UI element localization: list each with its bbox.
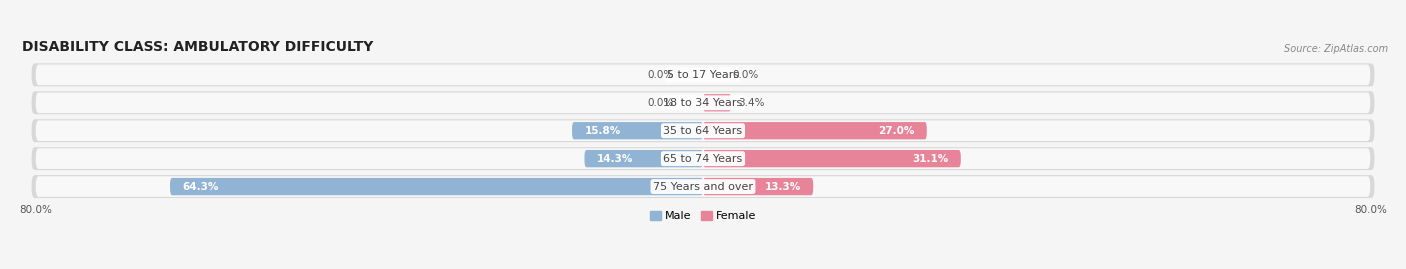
Text: 0.0%: 0.0% <box>648 98 673 108</box>
Text: 35 to 64 Years: 35 to 64 Years <box>664 126 742 136</box>
Text: 15.8%: 15.8% <box>585 126 620 136</box>
FancyBboxPatch shape <box>31 63 1375 86</box>
Text: 18 to 34 Years: 18 to 34 Years <box>664 98 742 108</box>
FancyBboxPatch shape <box>585 150 703 167</box>
FancyBboxPatch shape <box>572 122 703 139</box>
Text: 0.0%: 0.0% <box>733 70 758 80</box>
FancyBboxPatch shape <box>703 150 960 167</box>
FancyBboxPatch shape <box>35 176 1371 197</box>
Text: 65 to 74 Years: 65 to 74 Years <box>664 154 742 164</box>
FancyBboxPatch shape <box>31 91 1375 114</box>
FancyBboxPatch shape <box>170 178 703 195</box>
Text: 75 Years and over: 75 Years and over <box>652 182 754 192</box>
Text: 3.4%: 3.4% <box>738 98 765 108</box>
FancyBboxPatch shape <box>35 65 1371 85</box>
FancyBboxPatch shape <box>35 93 1371 113</box>
Text: 0.0%: 0.0% <box>648 70 673 80</box>
Text: 80.0%: 80.0% <box>20 205 52 215</box>
Text: 31.1%: 31.1% <box>912 154 949 164</box>
Text: DISABILITY CLASS: AMBULATORY DIFFICULTY: DISABILITY CLASS: AMBULATORY DIFFICULTY <box>22 40 373 54</box>
FancyBboxPatch shape <box>31 175 1375 198</box>
Text: 13.3%: 13.3% <box>765 182 801 192</box>
Text: 80.0%: 80.0% <box>1354 205 1386 215</box>
Text: 64.3%: 64.3% <box>183 182 219 192</box>
FancyBboxPatch shape <box>31 119 1375 142</box>
Text: 27.0%: 27.0% <box>877 126 914 136</box>
FancyBboxPatch shape <box>31 147 1375 170</box>
FancyBboxPatch shape <box>703 178 813 195</box>
Legend: Male, Female: Male, Female <box>645 207 761 226</box>
Text: 14.3%: 14.3% <box>598 154 633 164</box>
FancyBboxPatch shape <box>35 120 1371 141</box>
Text: 5 to 17 Years: 5 to 17 Years <box>666 70 740 80</box>
FancyBboxPatch shape <box>35 148 1371 169</box>
FancyBboxPatch shape <box>703 94 731 111</box>
Text: Source: ZipAtlas.com: Source: ZipAtlas.com <box>1284 44 1388 54</box>
FancyBboxPatch shape <box>703 122 927 139</box>
